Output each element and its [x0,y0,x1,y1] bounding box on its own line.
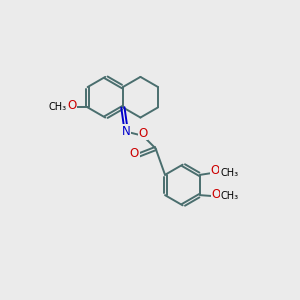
Text: N: N [122,125,131,138]
Text: O: O [211,164,220,177]
Text: O: O [211,188,220,200]
Text: CH₃: CH₃ [221,191,239,201]
Text: O: O [138,127,148,140]
Text: CH₃: CH₃ [49,102,67,112]
Text: CH₃: CH₃ [220,167,238,178]
Text: O: O [130,147,139,160]
Text: O: O [67,99,76,112]
